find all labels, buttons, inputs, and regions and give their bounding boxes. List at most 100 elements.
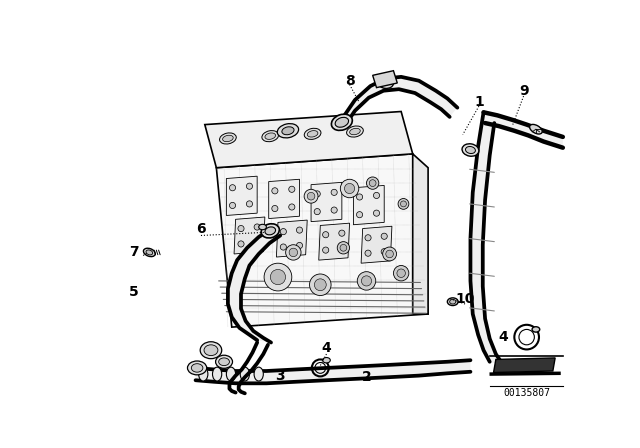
Circle shape	[314, 191, 320, 197]
Ellipse shape	[259, 224, 266, 230]
Circle shape	[254, 239, 260, 246]
Ellipse shape	[335, 117, 349, 127]
Polygon shape	[227, 176, 257, 215]
Text: 2: 2	[362, 370, 371, 384]
Ellipse shape	[462, 144, 479, 156]
Circle shape	[272, 206, 278, 211]
Circle shape	[344, 183, 355, 194]
Text: 7: 7	[129, 246, 139, 259]
Polygon shape	[353, 185, 384, 225]
Ellipse shape	[200, 342, 221, 359]
Ellipse shape	[265, 133, 276, 139]
Circle shape	[394, 266, 409, 281]
Ellipse shape	[188, 361, 207, 375]
Ellipse shape	[450, 299, 456, 304]
Ellipse shape	[254, 367, 263, 381]
Circle shape	[340, 179, 359, 198]
Circle shape	[339, 246, 345, 252]
Circle shape	[337, 241, 349, 254]
Text: 5: 5	[129, 285, 139, 299]
Ellipse shape	[447, 298, 458, 306]
Polygon shape	[361, 226, 392, 263]
Ellipse shape	[307, 131, 318, 137]
Polygon shape	[372, 71, 397, 88]
Circle shape	[272, 188, 278, 194]
Circle shape	[386, 250, 394, 258]
Circle shape	[373, 210, 380, 216]
Circle shape	[381, 249, 387, 255]
Polygon shape	[269, 179, 300, 219]
Circle shape	[314, 279, 326, 291]
Ellipse shape	[349, 128, 360, 135]
Ellipse shape	[304, 128, 321, 139]
Ellipse shape	[332, 114, 353, 130]
Circle shape	[289, 204, 295, 210]
Circle shape	[398, 198, 409, 209]
Ellipse shape	[219, 358, 230, 366]
Circle shape	[323, 232, 329, 238]
Text: 6: 6	[196, 222, 206, 237]
Polygon shape	[470, 112, 504, 366]
Circle shape	[296, 227, 303, 233]
Ellipse shape	[265, 227, 276, 235]
Polygon shape	[413, 154, 428, 314]
Text: 3: 3	[275, 369, 285, 383]
Text: 4: 4	[321, 341, 332, 355]
Polygon shape	[311, 182, 342, 222]
Circle shape	[238, 225, 244, 232]
Ellipse shape	[146, 250, 153, 255]
Circle shape	[230, 185, 236, 191]
Ellipse shape	[347, 126, 364, 137]
Ellipse shape	[529, 125, 542, 134]
Ellipse shape	[212, 367, 221, 381]
Text: 9: 9	[519, 84, 529, 98]
Text: 10: 10	[456, 292, 475, 306]
Circle shape	[285, 245, 301, 260]
Ellipse shape	[143, 248, 156, 257]
Ellipse shape	[261, 224, 279, 238]
Circle shape	[365, 235, 371, 241]
Circle shape	[373, 192, 380, 198]
Ellipse shape	[198, 367, 208, 381]
Circle shape	[264, 263, 292, 291]
Circle shape	[397, 269, 405, 277]
Ellipse shape	[220, 133, 236, 144]
Polygon shape	[228, 229, 280, 343]
Ellipse shape	[282, 127, 294, 135]
Ellipse shape	[204, 345, 218, 356]
Circle shape	[365, 250, 371, 256]
Polygon shape	[276, 220, 307, 257]
Polygon shape	[234, 217, 265, 254]
Text: 00135807: 00135807	[503, 388, 550, 397]
Circle shape	[289, 248, 298, 257]
Circle shape	[270, 269, 285, 284]
Circle shape	[280, 244, 287, 250]
Polygon shape	[319, 223, 349, 260]
Circle shape	[362, 276, 372, 286]
Circle shape	[357, 271, 376, 290]
Text: 4: 4	[499, 330, 508, 344]
Polygon shape	[196, 360, 470, 383]
Circle shape	[314, 208, 320, 215]
Circle shape	[296, 242, 303, 249]
Circle shape	[280, 228, 287, 235]
Ellipse shape	[227, 367, 236, 381]
Ellipse shape	[378, 78, 394, 88]
Ellipse shape	[532, 327, 540, 332]
Circle shape	[339, 230, 345, 236]
Circle shape	[307, 192, 315, 200]
Circle shape	[289, 186, 295, 192]
Circle shape	[230, 202, 236, 208]
Ellipse shape	[240, 367, 250, 381]
Text: 8: 8	[345, 74, 355, 88]
Circle shape	[401, 201, 406, 207]
Circle shape	[238, 241, 244, 247]
Circle shape	[356, 211, 363, 218]
Circle shape	[254, 224, 260, 230]
Circle shape	[369, 180, 376, 186]
Circle shape	[246, 183, 253, 189]
Polygon shape	[484, 112, 563, 148]
Ellipse shape	[262, 130, 278, 142]
Circle shape	[340, 245, 347, 251]
Circle shape	[367, 177, 379, 190]
